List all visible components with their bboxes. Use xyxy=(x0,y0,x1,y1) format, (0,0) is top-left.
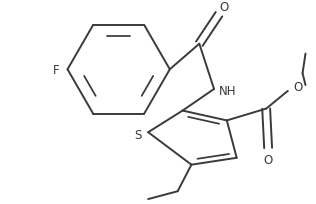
Text: O: O xyxy=(264,153,273,166)
Text: O: O xyxy=(219,1,228,14)
Text: F: F xyxy=(52,63,59,76)
Text: O: O xyxy=(293,81,302,94)
Text: S: S xyxy=(135,128,142,141)
Text: NH: NH xyxy=(219,85,237,98)
